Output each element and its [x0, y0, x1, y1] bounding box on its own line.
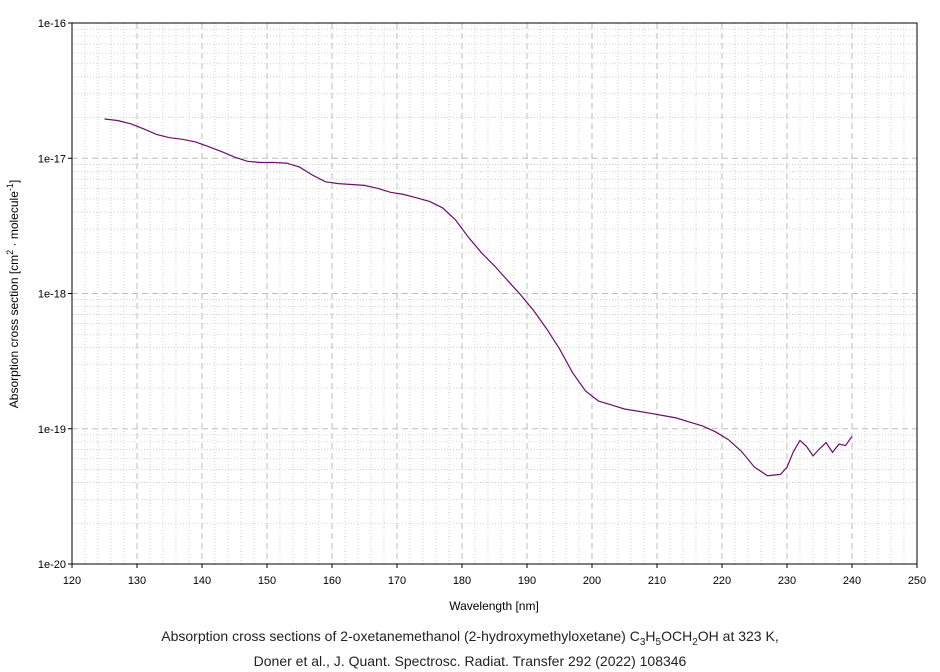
x-tick-label: 140 [193, 575, 211, 587]
major-grid [72, 23, 917, 564]
y-tick-label: 1e-16 [38, 18, 66, 30]
x-tick-label: 240 [843, 575, 861, 587]
x-axis-label: Wavelength [nm] [449, 599, 539, 613]
x-tick-label: 150 [258, 575, 276, 587]
x-tick-label: 250 [908, 575, 926, 587]
y-tick-label: 1e-17 [38, 153, 66, 165]
y-axis: 1e-20 1e-19 1e-18 1e-17 1e-16 [38, 18, 72, 571]
x-tick-label: 180 [453, 575, 471, 587]
caption-line-1: Absorption cross sections of 2-oxetaneme… [161, 628, 779, 648]
x-tick-label: 130 [128, 575, 146, 587]
x-tick-label: 230 [778, 575, 796, 587]
x-tick-label: 160 [323, 575, 341, 587]
x-tick-label: 120 [63, 575, 81, 587]
caption-line-2: Doner et al., J. Quant. Spectrosc. Radia… [253, 653, 687, 669]
y-tick-label: 1e-18 [38, 289, 66, 301]
y-tick-label: 1e-20 [38, 559, 66, 571]
y-tick-label: 1e-19 [38, 424, 66, 436]
x-axis: 120 130 140 150 160 170 180 190 200 210 220 230 240 2… [63, 564, 926, 587]
series-line [104, 118, 853, 477]
x-tick-label: 220 [713, 575, 731, 587]
y-axis-label: Absorption cross section [cm2 · molecule… [5, 180, 21, 408]
x-tick-label: 200 [583, 575, 601, 587]
x-tick-label: 190 [518, 575, 536, 587]
x-tick-label: 210 [648, 575, 666, 587]
x-tick-label: 170 [388, 575, 406, 587]
absorption-chart: 120 130 140 150 160 170 180 190 200 210 220 230 240 2… [5, 18, 926, 613]
